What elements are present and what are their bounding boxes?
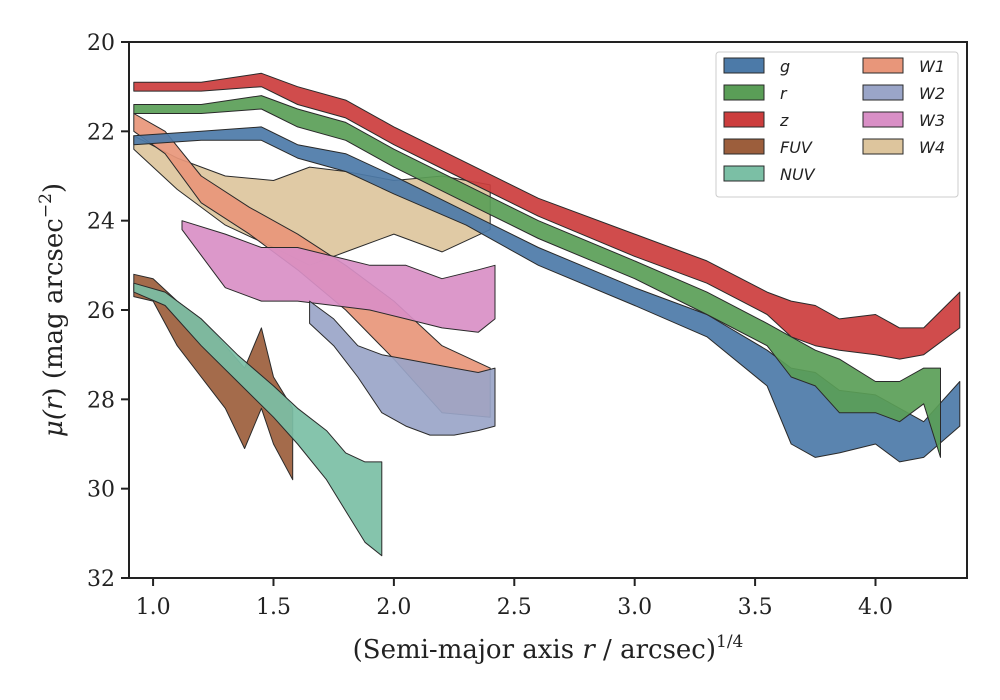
legend-swatch-z — [723, 111, 765, 128]
band-w2 — [309, 300, 496, 436]
legend-swatch-w3 — [862, 111, 904, 128]
y-tick-label: 30 — [87, 478, 115, 503]
y-tick-label: 32 — [87, 567, 115, 592]
legend-label-g: g — [780, 57, 790, 76]
legend-swatch-w2 — [862, 84, 904, 101]
y-tick-label: 22 — [87, 120, 115, 145]
y-axis-ticks: 20 22 24 26 28 30 32 — [87, 31, 129, 592]
y-tick-label: 26 — [87, 299, 115, 324]
x-tick-label: 1.0 — [136, 595, 171, 620]
x-tick-label: 3.5 — [738, 595, 773, 620]
legend-swatch-g — [723, 57, 765, 74]
legend-label-w2: W2 — [919, 84, 945, 103]
y-tick-label: 20 — [87, 31, 115, 56]
legend-label-w4: W4 — [919, 138, 945, 157]
x-tick-label: 4.0 — [858, 595, 893, 620]
band-g — [133, 126, 961, 463]
legend: grz FUV NUV W1 W2 W3 W4 — [715, 51, 959, 198]
legend-label-fuv: FUV — [780, 138, 813, 157]
band-r — [133, 95, 941, 458]
legend-swatch-w1 — [862, 57, 904, 74]
legend-label-z: z — [779, 111, 789, 130]
legend-swatch-r — [723, 84, 765, 101]
band-w3 — [181, 220, 496, 333]
x-tick-label: 3.0 — [617, 595, 652, 620]
band-nuv — [133, 282, 383, 557]
x-axis-ticks: 1.0 1.5 2.0 2.5 3.0 3.5 4.0 — [136, 578, 893, 620]
x-tick-label: 2.0 — [376, 595, 411, 620]
legend-swatch-fuv — [723, 138, 765, 155]
x-tick-label: 2.5 — [497, 595, 532, 620]
legend-swatch-w4 — [862, 138, 904, 155]
y-tick-label: 28 — [87, 388, 115, 413]
legend-label-w3: W3 — [919, 111, 945, 130]
y-tick-label: 24 — [87, 210, 115, 235]
x-tick-label: 1.5 — [256, 595, 291, 620]
x-axis-label: (Semi-major axis r / arcsec)1/4 — [353, 632, 744, 665]
legend-label-w1: W1 — [919, 57, 945, 76]
band-z — [133, 72, 961, 360]
y-axis-label: μ(r) (mag arcsec−2) — [36, 183, 69, 437]
legend-swatch-nuv — [723, 165, 765, 182]
legend-label-r: r — [780, 84, 788, 103]
series-bands — [133, 72, 961, 557]
legend-label-nuv: NUV — [780, 165, 816, 184]
